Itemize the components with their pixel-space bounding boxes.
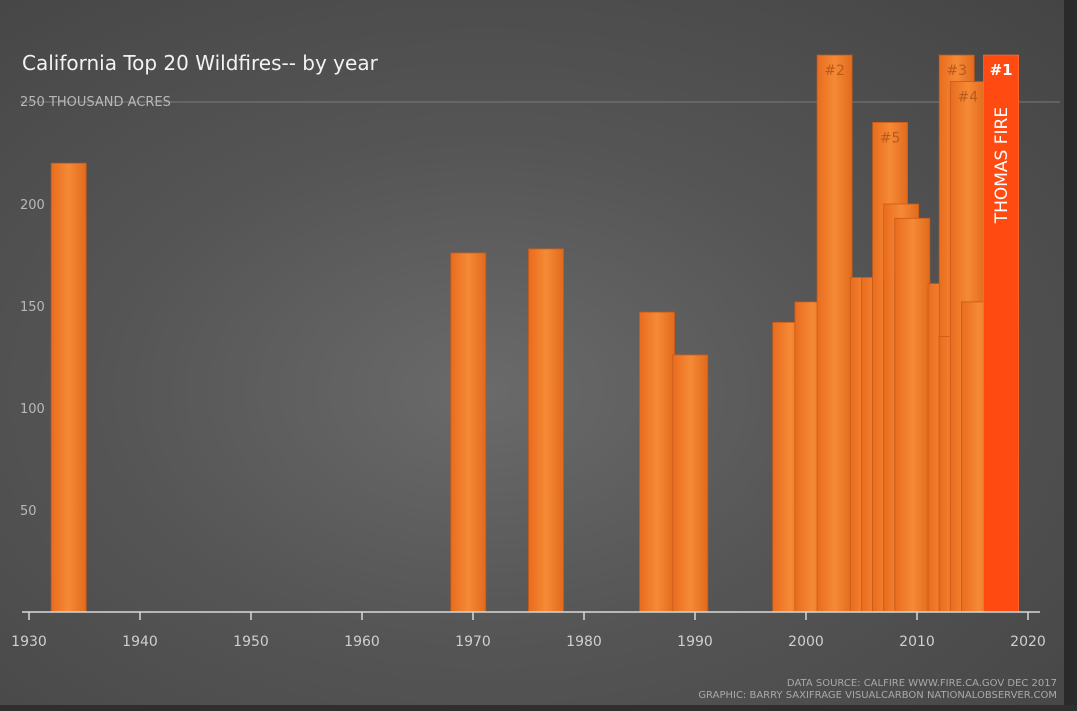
bar bbox=[672, 354, 709, 613]
rank-label: #2 bbox=[824, 63, 845, 79]
x-tick-label: 1960 bbox=[344, 634, 380, 650]
y-tick-label: 150 bbox=[20, 300, 45, 315]
x-tick-label: 1980 bbox=[566, 634, 602, 650]
x-tick-label: 1950 bbox=[233, 634, 269, 650]
bottom-border bbox=[0, 705, 1077, 711]
x-tick-label: 1990 bbox=[677, 634, 713, 650]
bar bbox=[639, 311, 675, 613]
x-ticks: 1930 1940 1950 1960 1970 1980 1990 2000 2010 2020 bbox=[11, 612, 1046, 650]
y-tick-label: 200 bbox=[20, 198, 45, 213]
bar bbox=[450, 252, 487, 613]
bar bbox=[528, 248, 564, 613]
bar bbox=[50, 162, 87, 613]
x-tick-label: 2000 bbox=[788, 634, 824, 650]
x-tick-label: 1930 bbox=[11, 634, 47, 650]
bar bbox=[816, 54, 853, 613]
rank-label: #1 bbox=[990, 61, 1013, 79]
y-tick-label: 100 bbox=[20, 402, 45, 417]
graphic-credit-text: GRAPHIC: BARRY SAXIFRAGE VISUALCARBON NA… bbox=[698, 690, 1057, 701]
x-tick-label: 1940 bbox=[122, 634, 158, 650]
x-tick-label: 2010 bbox=[899, 634, 935, 650]
bar-thomas-fire bbox=[983, 54, 1019, 613]
bar bbox=[894, 217, 931, 613]
rank-label: #5 bbox=[880, 130, 901, 146]
right-border bbox=[1064, 0, 1077, 711]
x-tick-label: 1970 bbox=[455, 634, 491, 650]
thomas-fire-label: THOMAS FIRE bbox=[992, 107, 1012, 224]
data-source-text: DATA SOURCE: CALFIRE WWW.FIRE.CA.GOV DEC… bbox=[787, 678, 1057, 689]
rank-label: #3 bbox=[946, 63, 967, 79]
x-tick-label: 2020 bbox=[1010, 634, 1046, 650]
wildfire-chart: California Top 20 Wildfires-- by year 25… bbox=[11, 51, 1060, 701]
rank-label: #4 bbox=[957, 90, 978, 106]
bars: #2 #5 #3 #4 #1 THOMAS FIRE bbox=[50, 54, 1019, 613]
chart-title: California Top 20 Wildfires-- by year bbox=[22, 51, 379, 75]
y-tick-label: 50 bbox=[20, 504, 37, 519]
y-ticks: 50 100 150 200 bbox=[20, 198, 45, 519]
y-axis-label: 250 THOUSAND ACRES bbox=[20, 95, 171, 110]
